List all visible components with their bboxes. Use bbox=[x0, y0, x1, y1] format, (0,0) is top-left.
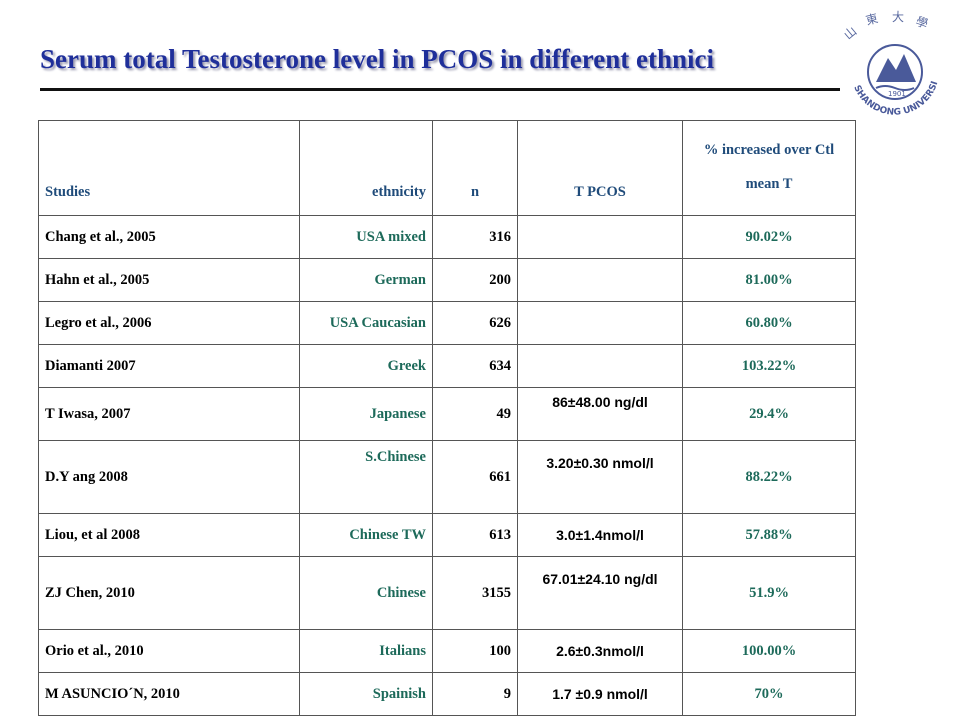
cell-ethnicity: Spainish bbox=[299, 672, 433, 716]
svg-text:1901: 1901 bbox=[888, 90, 906, 98]
cell-ethnicity: Greek bbox=[299, 344, 433, 388]
cell-study: ZJ Chen, 2010 bbox=[38, 556, 300, 630]
cell-t-pcos: 3.20±0.30 nmol/l bbox=[546, 455, 654, 471]
cell-t-pcos bbox=[517, 344, 683, 388]
cell-study: Hahn et al., 2005 bbox=[38, 258, 300, 302]
cell-percent: 103.22% bbox=[682, 344, 856, 388]
cell-n: 200 bbox=[432, 258, 518, 302]
cell-t-pcos: 67.01±24.10 ng/dl bbox=[542, 571, 658, 587]
table-header-row: Studies ethnicity n T PCOS % increased o… bbox=[38, 120, 856, 216]
table-row: T Iwasa, 2007 Japanese 49 86±48.00 ng/dl… bbox=[38, 387, 856, 441]
cell-percent: 81.00% bbox=[682, 258, 856, 302]
table-row: Diamanti 2007 Greek 634 103.22% bbox=[38, 344, 856, 388]
cell-percent: 90.02% bbox=[682, 215, 856, 259]
svg-text:學: 學 bbox=[914, 14, 930, 31]
svg-text:東: 東 bbox=[864, 11, 879, 28]
cell-t-pcos-wrap: 3.20±0.30 nmol/l bbox=[517, 440, 683, 514]
cell-study: T Iwasa, 2007 bbox=[38, 387, 300, 441]
cell-n: 613 bbox=[432, 513, 518, 557]
cell-study: Legro et al., 2006 bbox=[38, 301, 300, 345]
cell-percent: 57.88% bbox=[682, 513, 856, 557]
table-row: Chang et al., 2005 USA mixed 316 90.02% bbox=[38, 215, 856, 259]
svg-text:山: 山 bbox=[841, 24, 859, 42]
cell-study: Orio et al., 2010 bbox=[38, 629, 300, 673]
title-underline bbox=[40, 88, 840, 91]
cell-n: 634 bbox=[432, 344, 518, 388]
cell-ethnicity: USA Caucasian bbox=[299, 301, 433, 345]
slide-title: Serum total Testosterone level in PCOS i… bbox=[40, 44, 714, 74]
cell-percent: 70% bbox=[682, 672, 856, 716]
cell-n: 100 bbox=[432, 629, 518, 673]
cell-study: Diamanti 2007 bbox=[38, 344, 300, 388]
cell-t-pcos: 2.6±0.3nmol/l bbox=[517, 629, 683, 673]
table-row: ZJ Chen, 2010 Chinese 3155 67.01±24.10 n… bbox=[38, 556, 856, 630]
cell-t-pcos bbox=[517, 258, 683, 302]
cell-study: D.Y ang 2008 bbox=[38, 440, 300, 514]
cell-t-pcos-wrap: 67.01±24.10 ng/dl bbox=[517, 556, 683, 630]
header-n: n bbox=[432, 120, 518, 216]
svg-text:大: 大 bbox=[892, 10, 904, 24]
table-row: Legro et al., 2006 USA Caucasian 626 60.… bbox=[38, 301, 856, 345]
header-percent-line2: mean T bbox=[745, 176, 793, 192]
table-row: Hahn et al., 2005 German 200 81.00% bbox=[38, 258, 856, 302]
testosterone-table: Studies ethnicity n T PCOS % increased o… bbox=[38, 120, 856, 716]
header-ethnicity: ethnicity bbox=[299, 120, 433, 216]
cell-ethnicity: Chinese bbox=[299, 556, 433, 630]
cell-study: Liou, et al 2008 bbox=[38, 513, 300, 557]
cell-study: Chang et al., 2005 bbox=[38, 215, 300, 259]
cell-n: 316 bbox=[432, 215, 518, 259]
cell-n: 661 bbox=[432, 440, 518, 514]
cell-n: 3155 bbox=[432, 556, 518, 630]
cell-n: 626 bbox=[432, 301, 518, 345]
cell-ethnicity: S.Chinese bbox=[365, 448, 426, 465]
cell-ethnicity: German bbox=[299, 258, 433, 302]
header-t-pcos: T PCOS bbox=[517, 120, 683, 216]
cell-percent: 100.00% bbox=[682, 629, 856, 673]
table-row: M ASUNCIO´N, 2010 Spainish 9 1.7 ±0.9 nm… bbox=[38, 672, 856, 716]
cell-n: 9 bbox=[432, 672, 518, 716]
cell-percent: 60.80% bbox=[682, 301, 856, 345]
header-percent-line1: % increased over Ctl bbox=[703, 142, 835, 158]
header-percent-increase: % increased over Ctl mean T bbox=[682, 120, 856, 216]
cell-t-pcos-wrap: 86±48.00 ng/dl bbox=[517, 387, 683, 441]
cell-t-pcos: 86±48.00 ng/dl bbox=[552, 394, 648, 410]
cell-study: M ASUNCIO´N, 2010 bbox=[38, 672, 300, 716]
cell-ethnicity: Japanese bbox=[299, 387, 433, 441]
cell-t-pcos: 1.7 ±0.9 nmol/l bbox=[517, 672, 683, 716]
cell-ethnicity: USA mixed bbox=[299, 215, 433, 259]
cell-ethnicity: Chinese TW bbox=[299, 513, 433, 557]
university-logo: 山 東 大 學 1901 SHANDONG UNIVERSITY bbox=[836, 10, 940, 118]
cell-percent: 29.4% bbox=[682, 387, 856, 441]
cell-n: 49 bbox=[432, 387, 518, 441]
header-studies: Studies bbox=[38, 120, 300, 216]
table-row: Liou, et al 2008 Chinese TW 613 3.0±1.4n… bbox=[38, 513, 856, 557]
cell-percent: 51.9% bbox=[682, 556, 856, 630]
cell-percent: 88.22% bbox=[682, 440, 856, 514]
table-row: D.Y ang 2008 S.Chinese 661 3.20±0.30 nmo… bbox=[38, 440, 856, 514]
table-row: Orio et al., 2010 Italians 100 2.6±0.3nm… bbox=[38, 629, 856, 673]
cell-ethnicity: Italians bbox=[299, 629, 433, 673]
cell-ethnicity-wrap: S.Chinese bbox=[299, 440, 433, 514]
cell-t-pcos bbox=[517, 215, 683, 259]
cell-t-pcos: 3.0±1.4nmol/l bbox=[517, 513, 683, 557]
cell-t-pcos bbox=[517, 301, 683, 345]
